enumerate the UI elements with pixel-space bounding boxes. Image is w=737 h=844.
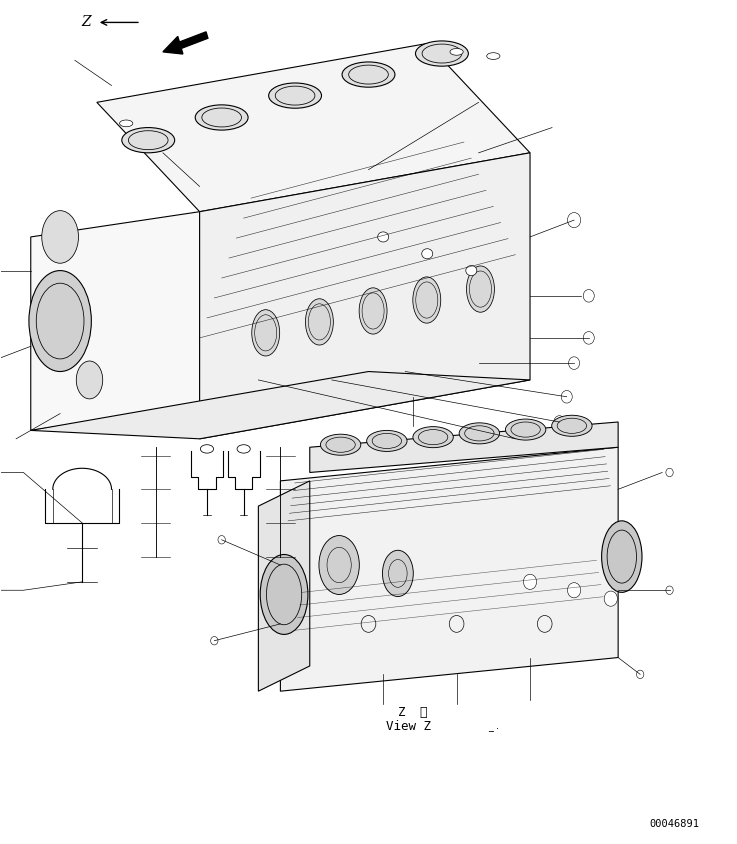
Polygon shape [310,422,618,473]
Ellipse shape [562,391,572,403]
Ellipse shape [450,48,464,55]
Text: 00046891: 00046891 [649,820,699,829]
Ellipse shape [359,288,387,334]
Ellipse shape [195,105,248,130]
Ellipse shape [29,271,91,371]
Ellipse shape [666,586,673,594]
Ellipse shape [466,266,477,276]
Text: Z: Z [398,706,405,719]
Ellipse shape [568,357,579,370]
Ellipse shape [567,582,581,598]
Ellipse shape [367,430,407,452]
Ellipse shape [459,423,500,444]
Ellipse shape [604,591,618,606]
Ellipse shape [252,310,279,356]
Text: 視: 視 [420,706,427,719]
Ellipse shape [637,670,644,679]
Polygon shape [200,153,530,439]
Polygon shape [31,212,200,430]
Polygon shape [280,447,618,691]
Polygon shape [259,481,310,691]
Text: View Z: View Z [386,720,431,733]
Ellipse shape [211,636,218,645]
Ellipse shape [583,289,594,302]
Ellipse shape [260,555,308,635]
Text: _ .: _ . [488,722,499,732]
Ellipse shape [413,426,453,447]
Ellipse shape [122,127,175,153]
Ellipse shape [383,550,413,597]
Ellipse shape [486,52,500,59]
Ellipse shape [601,521,642,592]
Ellipse shape [269,83,321,108]
Polygon shape [97,43,530,212]
Ellipse shape [554,416,565,428]
Polygon shape [31,371,530,439]
Ellipse shape [377,232,388,242]
Ellipse shape [319,536,360,594]
FancyArrow shape [163,32,208,54]
Ellipse shape [42,211,78,263]
Ellipse shape [305,299,333,345]
Ellipse shape [567,213,581,228]
Ellipse shape [422,249,433,259]
Ellipse shape [342,62,395,87]
Ellipse shape [552,415,592,436]
Ellipse shape [666,468,673,477]
Ellipse shape [119,120,133,127]
Ellipse shape [416,41,468,66]
Ellipse shape [321,434,361,455]
Ellipse shape [506,419,546,440]
Ellipse shape [523,574,537,589]
Ellipse shape [218,536,226,544]
Text: Z: Z [81,15,91,30]
Ellipse shape [413,277,441,323]
Ellipse shape [583,332,594,344]
Ellipse shape [467,266,495,312]
Ellipse shape [77,361,102,399]
